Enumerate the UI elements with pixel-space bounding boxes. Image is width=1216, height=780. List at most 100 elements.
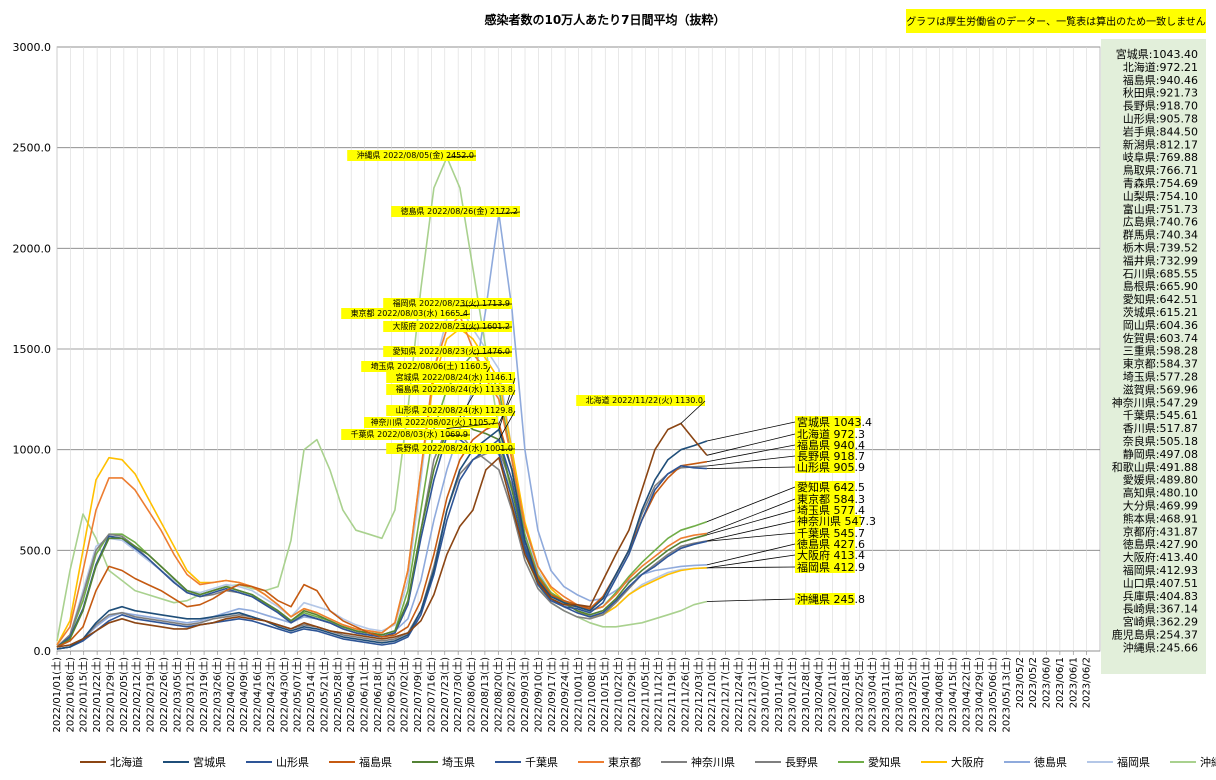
end-label-leader (706, 532, 796, 542)
annotation-box (576, 395, 705, 406)
x-tick-label: 2023/02/25(土) (852, 657, 865, 733)
end-label-leader (706, 509, 796, 536)
end-label-box (795, 538, 855, 550)
x-tick-label: 2023/04/29(土) (973, 657, 986, 733)
x-tick-label: 2023/06/0 (1042, 657, 1053, 708)
x-tick-label: 2022/09/24(土) (558, 657, 571, 733)
ranking-item: 福島県:940.46 (1123, 73, 1198, 87)
annotation-leader (446, 155, 477, 158)
annotation-leader (498, 410, 516, 440)
annotation-label: 埼玉県 2022/08/06(土) 1160.5 (371, 361, 488, 371)
annotation-label: 北海道 2022/11/22(火) 1130.0 (586, 395, 703, 405)
end-label-leader (706, 466, 796, 469)
annotation-leader (446, 434, 471, 437)
end-label-leader (706, 498, 796, 534)
ranking-item: 愛知県:642.51 (1123, 292, 1198, 306)
end-label-box (795, 439, 855, 451)
ranking-item: 滋賀県:569.96 (1123, 383, 1198, 396)
x-tick-label: 2022/07/02(土) (398, 657, 411, 733)
annotation-label: 長野県 2022/08/24(水) 1001.0 (396, 443, 513, 453)
annotation-leader (446, 422, 499, 429)
legend-label: 宮城県 (193, 755, 226, 769)
end-label: 福島県 940.4 (797, 438, 865, 452)
annotation-label: 宮城県 2022/08/24(水) 1146.1 (396, 372, 513, 382)
ranking-item: 埼玉県:577.28 (1123, 370, 1198, 384)
end-label: 宮城県 1043.4 (797, 415, 872, 429)
end-label-leader (706, 433, 796, 456)
x-tick-label: 2022/08/27(土) (505, 657, 518, 733)
x-tick-label: 2022/02/19(土) (144, 657, 157, 733)
x-tick-label: 2022/06/11(土) (358, 657, 371, 733)
x-tick-label: 2022/10/08(土) (585, 657, 598, 733)
end-label: 千葉県 545.7 (797, 526, 865, 540)
note-box (906, 9, 1206, 33)
annotation-label: 千葉県 2022/08/03(水) 1069.9 (351, 429, 468, 439)
series-line-東京都 (56, 315, 708, 646)
x-tick-label: 2022/03/26(土) (210, 657, 223, 733)
annotation-box (341, 308, 470, 319)
ranking-item: 岩手県:844.50 (1123, 124, 1198, 138)
x-tick-label: 2023/06/2 (1082, 657, 1093, 708)
x-tick-label: 2022/08/20(土) (491, 657, 504, 733)
annotation-box (391, 206, 520, 217)
x-tick-label: 2022/05/21(土) (317, 657, 330, 733)
x-tick-label: 2023/06/1 (1055, 657, 1066, 708)
annotation-label: 徳島県 2022/08/26(金) 2172.2 (401, 206, 518, 216)
end-label-box (795, 461, 855, 473)
ranking-item: 和歌山県:491.88 (1112, 460, 1198, 474)
x-tick-label: 2022/09/17(土) (545, 657, 558, 733)
x-tick-label: 2022/04/30(土) (277, 657, 290, 733)
ranking-item: 宮崎県:362.29 (1123, 615, 1198, 629)
legend-label: 愛知県 (868, 755, 901, 769)
x-tick-label: 2022/01/01(土) (50, 657, 63, 733)
ranking-item: 茨城県:615.21 (1123, 305, 1198, 319)
x-tick-label: 2022/02/05(土) (117, 657, 130, 733)
ranking-item: 高知県:480.10 (1123, 486, 1198, 500)
end-label-leader (706, 543, 796, 566)
annotation-box (341, 429, 470, 440)
end-label: 大阪府 413.4 (797, 548, 865, 562)
annotation-label: 福岡県 2022/08/23(火) 1713.9 (393, 299, 510, 308)
ranking-item: 栃木県:739.52 (1123, 241, 1198, 255)
x-tick-label: 2022/01/08(土) (63, 657, 76, 733)
ranking-item: 島根県:665.90 (1123, 279, 1198, 293)
annotation-leader (680, 400, 706, 424)
y-tick-label: 500.0 (20, 544, 52, 557)
annotations: 沖縄県 2022/08/05(金) 2452.0 徳島県 2022/08/26(金… (341, 150, 706, 454)
x-tick-label: 2023/04/08(土) (933, 657, 946, 733)
end-label-box (795, 428, 855, 440)
series-line-福島県 (56, 422, 708, 648)
x-tick-label: 2022/03/12(土) (184, 657, 197, 733)
x-tick-label: 2022/07/23(土) (438, 657, 451, 733)
x-tick-label: 2022/12/17(土) (719, 657, 732, 733)
annotation-leader (472, 351, 513, 355)
x-tick-label: 2022/10/22(土) (612, 657, 625, 733)
end-label-leader (706, 455, 796, 467)
ranking-item: 熊本県:468.91 (1123, 511, 1198, 525)
x-tick-label: 2022/04/23(土) (264, 657, 277, 733)
x-tick-label: 2022/11/12(土) (652, 657, 665, 733)
x-tick-label: 2022/10/01(土) (572, 657, 585, 733)
x-tick-label: 2023/05/2 (1015, 657, 1026, 708)
end-label: 山形県 905.9 (797, 461, 865, 474)
ranking-item: 大阪府:413.40 (1123, 550, 1198, 564)
annotation-leader (498, 211, 521, 215)
legend-label: 福島県 (359, 755, 392, 769)
ranking-item: 広島県:740.76 (1123, 215, 1198, 229)
x-tick-label: 2022/06/18(土) (371, 657, 384, 733)
x-tick-label: 2022/02/26(土) (157, 657, 170, 733)
ranking-item: 岐阜県:769.88 (1123, 151, 1198, 164)
ranking-panel: 宮城県:1043.40北海道:972.21福島県:940.46秋田県:921.7… (1101, 39, 1206, 674)
ranking-item: 長崎県:367.14 (1123, 602, 1198, 616)
legend-label: 東京都 (608, 755, 641, 769)
ranking-item: 福井県:732.99 (1123, 253, 1198, 267)
x-tick-label: 2022/11/26(土) (678, 657, 691, 733)
ranking-item: 東京都:584.37 (1123, 357, 1198, 371)
x-tick-label: 2023/05/13(土) (999, 657, 1012, 733)
x-tick-label: 2022/05/14(土) (304, 657, 317, 733)
annotation-box (386, 443, 515, 454)
series-line-埼玉県 (56, 416, 708, 648)
x-tick-label: 2022/01/15(土) (77, 657, 90, 733)
